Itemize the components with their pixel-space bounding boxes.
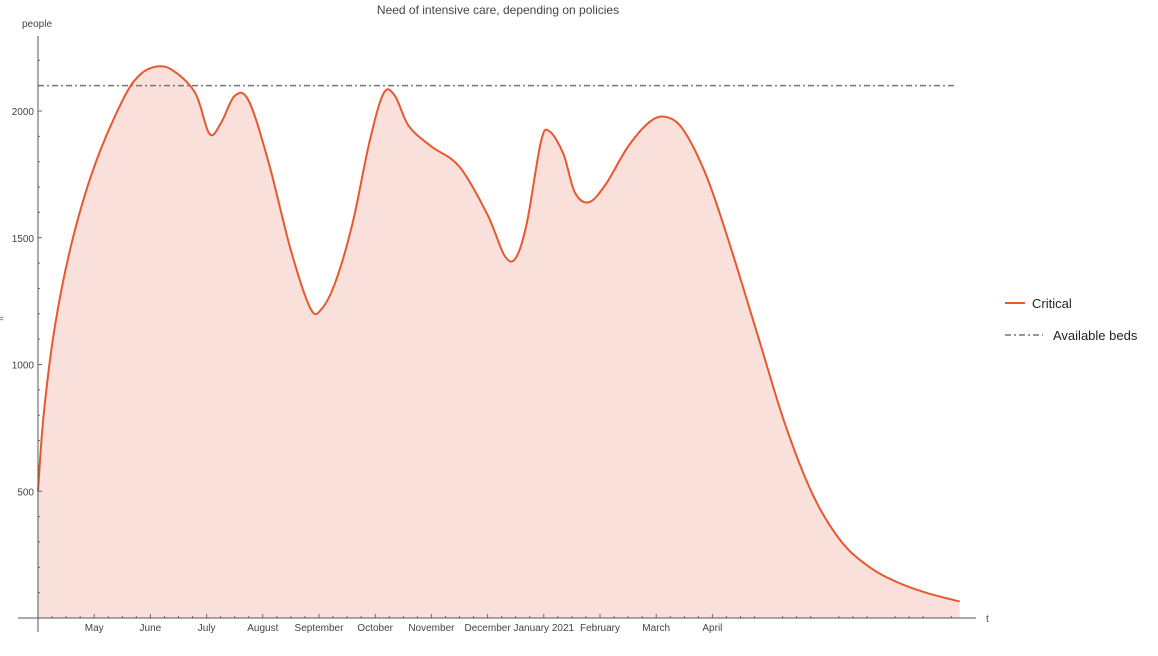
chart-title: Need of intensive care, depending on pol… [377,3,619,17]
x-tick-label: December [465,623,512,634]
critical-series-line [37,65,960,603]
x-tick-label: April [702,623,722,634]
side-marker: = [0,314,4,325]
x-tick-label: July [198,623,216,634]
x-tick-label: October [357,623,393,634]
critical-area-fill [38,66,960,618]
y-axis-label: people [22,19,52,30]
legend-critical-label: Critical [1032,296,1072,311]
area-fill-layer [38,66,960,618]
x-tick-label: February [580,623,620,634]
y-tick-label: 1500 [12,234,35,245]
legend: Critical Available beds [1005,296,1138,343]
curve-layer [37,65,960,603]
x-tick-label: September [295,623,345,634]
x-axis-label: t [986,614,989,625]
x-tick-label: March [642,623,670,634]
legend-beds-label: Available beds [1053,328,1138,343]
x-tick-label: May [85,623,104,634]
axes-layer [18,36,976,632]
y-tick-label: 500 [17,487,34,498]
y-tick-label: 2000 [12,107,35,118]
ticks-layer: 500 1000 1500 2000 May June July August Septembe… [12,59,952,634]
x-tick-label: June [140,623,162,634]
x-tick-label: November [408,623,455,634]
y-tick-label: 1000 [12,361,35,372]
x-tick-label: August [247,623,278,634]
x-tick-label: January 2021 [513,623,574,634]
